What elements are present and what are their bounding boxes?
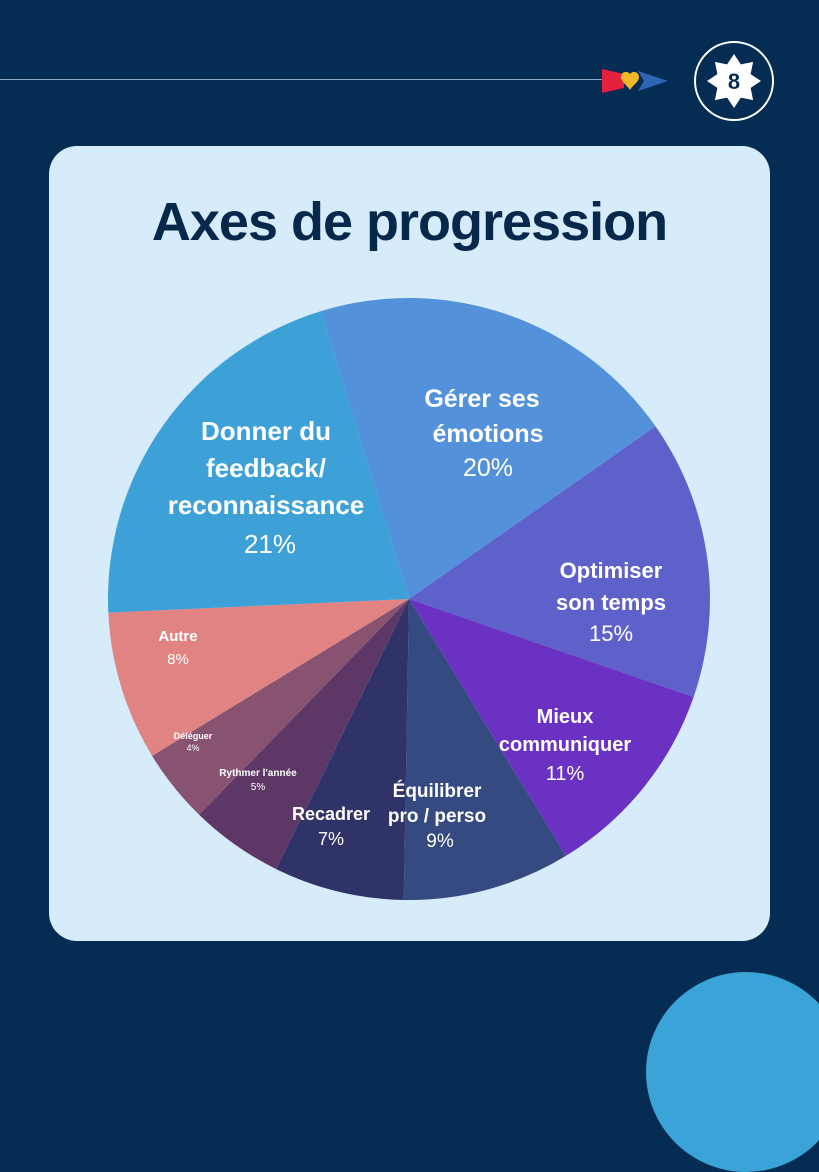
logo-number: 8 <box>728 69 740 94</box>
brand-yellow-heart-shape <box>621 71 639 90</box>
brand-logo-badge: 8 <box>694 41 774 121</box>
brand-ribbon-icon <box>602 69 668 93</box>
decorative-corner-circle <box>646 972 819 1172</box>
brand-blue-arrow-shape <box>638 71 668 91</box>
star-badge-icon: 8 <box>707 54 761 108</box>
star-shape <box>707 54 761 108</box>
chart-card <box>49 146 770 941</box>
header-divider-line <box>0 79 615 80</box>
brand-red-flag-shape <box>602 69 624 93</box>
page-title: Axes de progression <box>151 192 668 252</box>
